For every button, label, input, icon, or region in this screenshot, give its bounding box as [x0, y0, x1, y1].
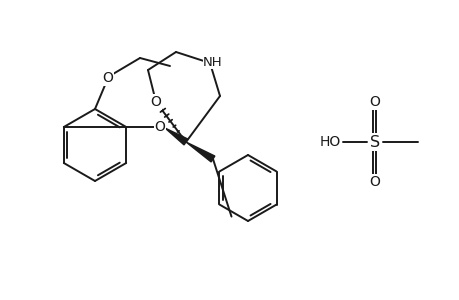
Text: O: O [369, 95, 380, 109]
Text: O: O [150, 95, 161, 109]
Polygon shape [185, 142, 214, 162]
Text: NH: NH [203, 56, 222, 68]
Polygon shape [165, 128, 188, 145]
Text: O: O [369, 175, 380, 189]
Text: O: O [102, 71, 113, 85]
Text: S: S [369, 134, 379, 149]
Text: HO: HO [319, 135, 340, 149]
Text: O: O [154, 120, 165, 134]
